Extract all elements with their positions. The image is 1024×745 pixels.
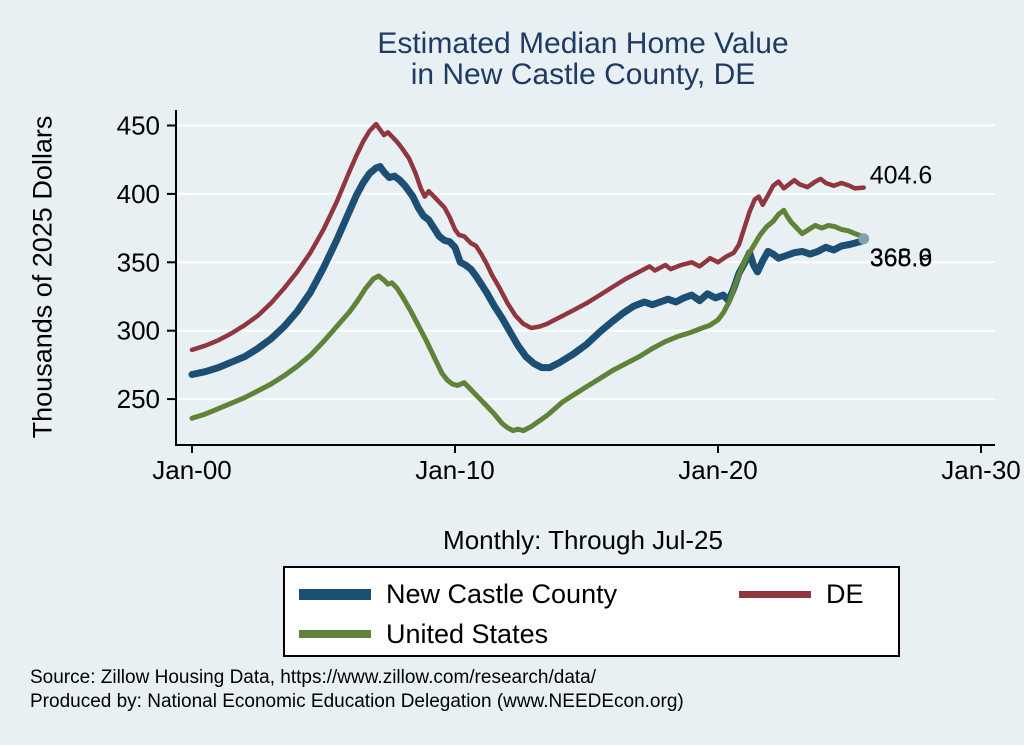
y-tick-label: 350: [117, 247, 160, 277]
legend-item-de: DE: [739, 579, 898, 610]
chart-title-line2: in New Castle County, DE: [410, 58, 756, 91]
source-note: Source: Zillow Housing Data, https://www…: [30, 666, 990, 714]
y-tick-label: 450: [117, 111, 160, 141]
chart-title: Estimated Median Home Value in New Castl…: [176, 28, 990, 90]
end-value-label-united-states: 368.6: [870, 244, 933, 272]
legend-label-de: DE: [826, 578, 864, 609]
x-tick-label: Jan-20: [678, 455, 758, 485]
end-marker-dot: [858, 233, 870, 245]
x-tick-label: Jan-30: [941, 455, 1021, 485]
y-tick-label: 250: [117, 384, 160, 414]
source-line2: Produced by: National Economic Education…: [30, 691, 684, 712]
legend-swatch-de: [739, 590, 811, 598]
x-tick-label: Jan-00: [152, 455, 232, 485]
x-tick-label: Jan-10: [415, 455, 495, 485]
legend-label-united-states: United States: [386, 618, 549, 649]
legend-item-new-castle-county: New Castle County: [299, 579, 739, 610]
legend-item-united-states: United States: [299, 619, 739, 650]
series-line-united-states: [189, 207, 867, 434]
legend-label-new-castle-county: New Castle County: [386, 578, 618, 609]
legend-swatch-new-castle-county: [299, 588, 371, 600]
series-line-new-castle-county: [188, 163, 868, 378]
legend: New Castle County DE United States: [283, 566, 900, 657]
source-line1: Source: Zillow Housing Data, https://www…: [30, 667, 597, 688]
y-tick-label: 300: [117, 316, 160, 346]
end-value-label-de: 404.6: [870, 162, 933, 190]
series-line-de: [189, 121, 866, 353]
y-tick-label: 400: [117, 179, 160, 209]
chart-title-line1: Estimated Median Home Value: [377, 27, 789, 60]
legend-swatch-united-states: [299, 630, 371, 638]
end-value-label-new-castle-county: 365.9: [870, 245, 933, 273]
chart-subtitle: Monthly: Through Jul-25: [443, 525, 723, 555]
